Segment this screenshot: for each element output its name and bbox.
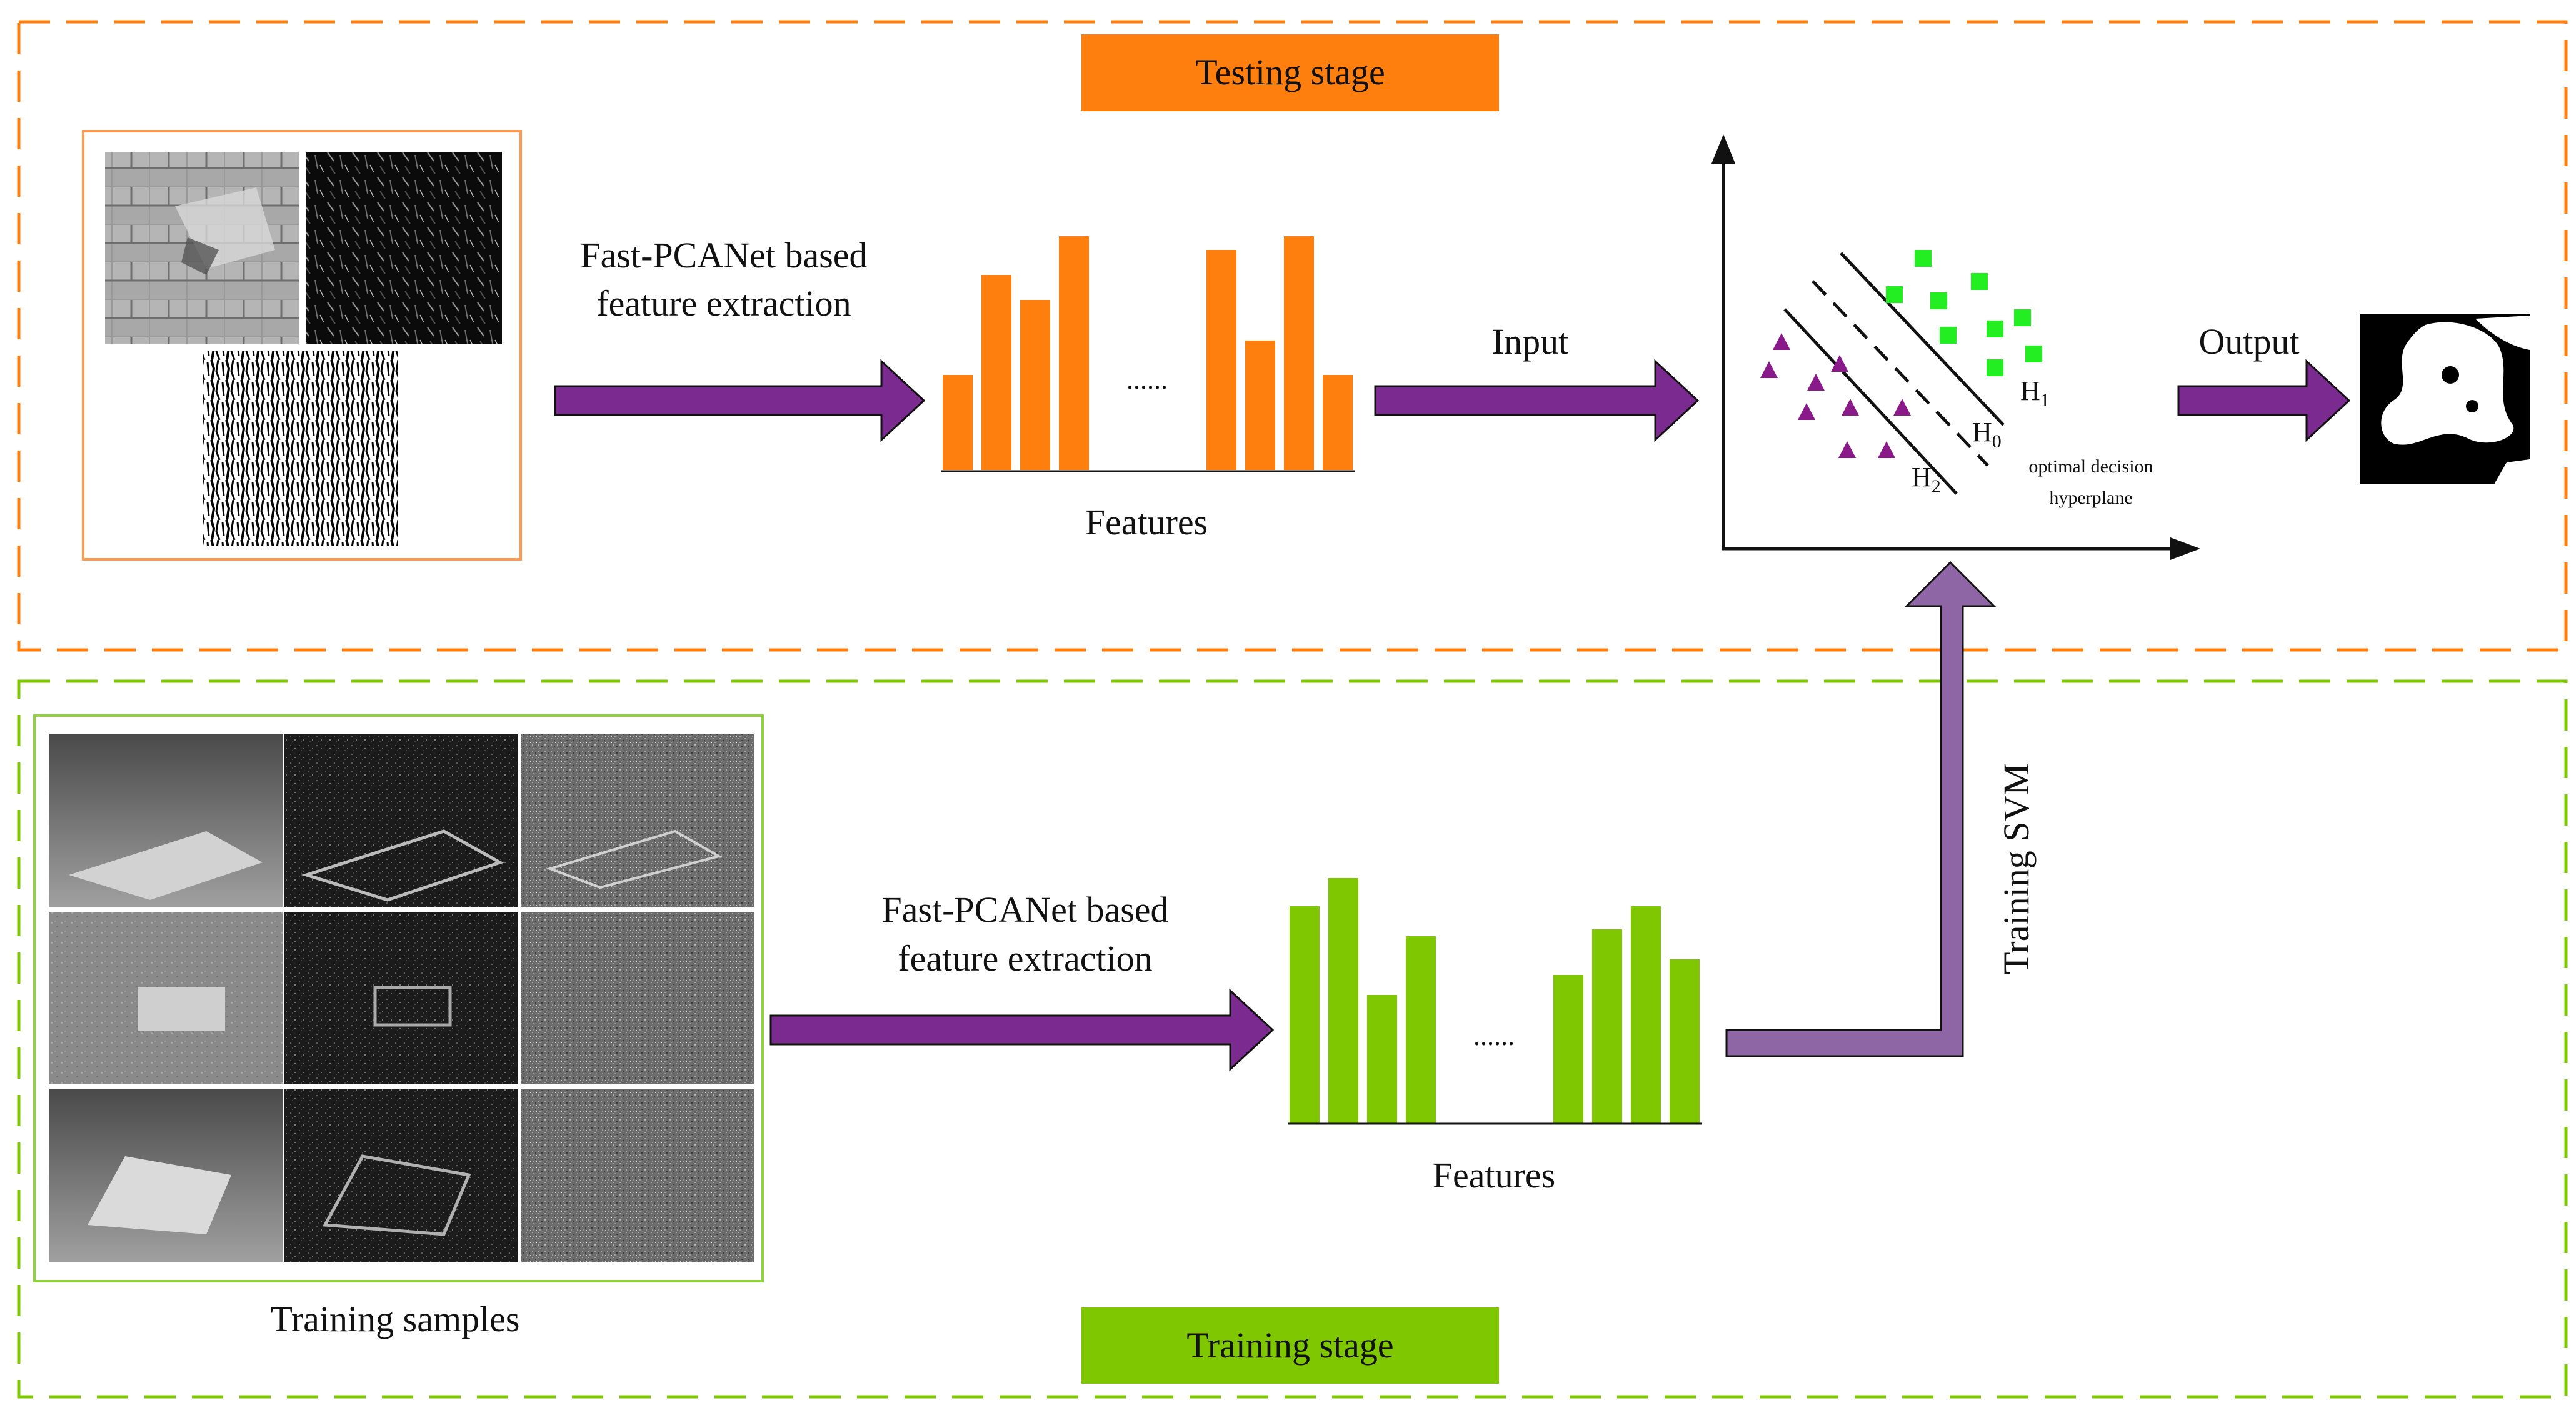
training-extraction-label-2: feature extraction — [898, 938, 1152, 979]
training-sample-image — [284, 734, 518, 907]
purple-point — [1893, 399, 1911, 416]
testing-extraction-arrow — [554, 359, 926, 442]
svm-plot: H1 H0 H2 optimal decision hyperplane — [1711, 134, 2200, 560]
testing-stage-frame — [17, 20, 2568, 652]
green-point — [1971, 273, 1988, 290]
hyperplane-h2 — [1783, 308, 1958, 495]
training-stage-title-box — [1081, 1307, 1499, 1384]
training-feature-bar — [1367, 995, 1397, 1123]
green-point — [2014, 309, 2031, 326]
training-feature-bar — [1406, 936, 1436, 1123]
svm-y-axis-arrowhead — [1711, 134, 1735, 164]
training-sample-image — [284, 912, 518, 1084]
training-feature-histogram — [1288, 878, 1702, 1125]
green-point — [1930, 292, 1947, 309]
testing-ellipsis: ...... — [1126, 364, 1168, 395]
testing-feature-bar — [1284, 236, 1314, 470]
training-ellipsis: ...... — [1473, 1021, 1515, 1051]
testing-feature-bar — [943, 375, 973, 470]
training-stage-title: Training stage — [1186, 1325, 1393, 1366]
purple-point — [1798, 403, 1815, 420]
testing-extraction-label-2: feature extraction — [596, 283, 851, 324]
hyperplane-h0 — [1812, 280, 1989, 467]
testing-feature-bar — [1059, 236, 1089, 470]
output-segmentation-image — [2360, 314, 2530, 484]
training-extraction-arrow — [769, 988, 1275, 1072]
green-point — [1940, 327, 1957, 344]
testing-stage-title-box — [1081, 34, 1499, 111]
hyperplane-label-1: optimal decision — [2028, 456, 2153, 477]
training-feature-bar — [1670, 959, 1700, 1123]
green-point — [2025, 346, 2042, 362]
training-sample-image — [521, 734, 754, 907]
green-point — [1987, 321, 2003, 337]
purple-point — [1807, 374, 1825, 391]
testing-feature-bar — [1020, 300, 1050, 470]
output-arrow — [2177, 359, 2351, 442]
training-feature-bar — [1553, 975, 1583, 1123]
testing-input-images — [82, 130, 522, 561]
hyperplane-label-2: hyperplane — [2049, 487, 2132, 508]
purple-point — [1838, 441, 1856, 458]
training-svm-label: Training SVM — [1996, 763, 2037, 974]
green-point — [1915, 250, 1932, 267]
training-sample-image — [521, 912, 754, 1084]
training-feature-bar — [1290, 906, 1320, 1123]
test-image-binary — [203, 351, 398, 546]
testing-stage-title: Testing stage — [1195, 52, 1385, 92]
testing-features-label: Features — [1085, 502, 1208, 542]
green-point — [1886, 286, 1903, 303]
green-point — [1987, 359, 2003, 376]
h2-label: H2 — [1912, 462, 1941, 497]
testing-feature-bar — [1323, 375, 1353, 470]
input-arrow — [1374, 359, 1700, 442]
test-image-edge — [306, 152, 502, 344]
testing-feature-bar — [981, 275, 1011, 470]
purple-point — [1831, 355, 1848, 372]
testing-feature-bar — [1245, 341, 1275, 470]
testing-feature-bar — [1206, 250, 1236, 470]
training-extraction-label-1: Fast-PCANet based — [881, 889, 1168, 930]
h1-label: H1 — [2020, 376, 2050, 411]
training-sample-image — [284, 1089, 518, 1262]
purple-point — [1842, 399, 1859, 416]
testing-extraction-label-1: Fast-PCANet based — [580, 235, 867, 276]
training-svm-arrow — [1725, 561, 1997, 1057]
purple-point — [1773, 333, 1790, 350]
purple-point — [1760, 361, 1778, 378]
hyperplane-h1 — [1840, 252, 2005, 426]
h0-label: H0 — [1972, 417, 2002, 452]
training-features-label: Features — [1433, 1155, 1556, 1196]
testing-feature-histogram — [941, 236, 1355, 472]
training-feature-bar — [1592, 929, 1622, 1123]
training-feature-bar — [1631, 906, 1661, 1123]
input-label: Input — [1492, 321, 1568, 362]
training-sample-image — [521, 1089, 754, 1262]
class-green-points — [1886, 250, 2042, 376]
output-label: Output — [2198, 321, 2299, 362]
svm-x-axis-arrowhead — [2170, 537, 2200, 560]
training-feature-bar — [1328, 878, 1358, 1123]
class-purple-points — [1760, 333, 1911, 458]
training-samples-grid — [33, 714, 764, 1282]
purple-point — [1878, 441, 1895, 458]
training-samples-label: Training samples — [270, 1299, 519, 1339]
training-stage-frame — [17, 679, 2568, 1399]
